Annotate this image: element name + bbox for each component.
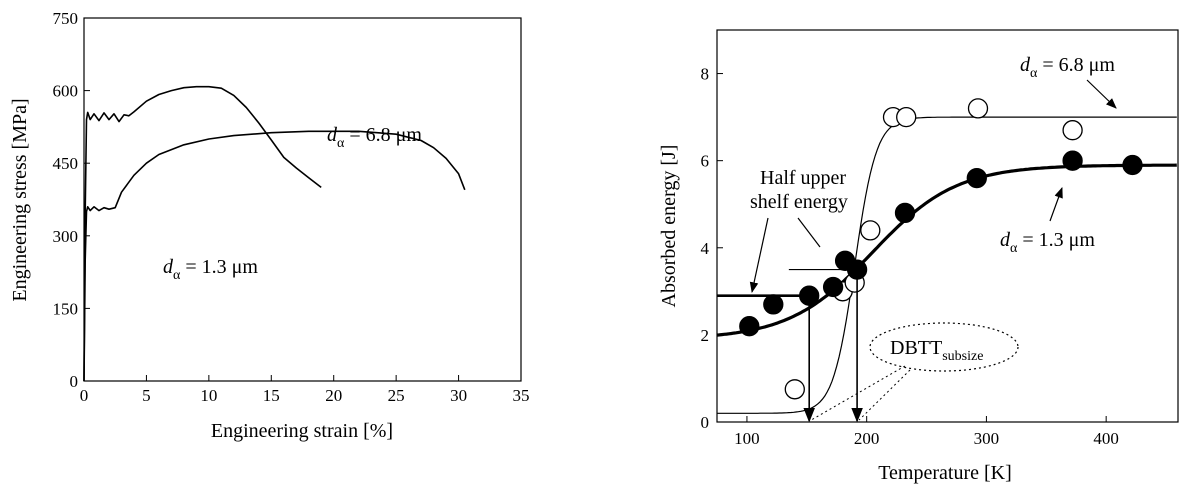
left-y-tick-label: 150	[53, 299, 79, 318]
right-x-tick-label: 100	[734, 429, 760, 448]
point-6-8um	[860, 220, 881, 241]
left-label-6-8um-sub: α	[337, 136, 345, 151]
dbtt-label-sub: subsize	[942, 349, 983, 364]
left-x-tick-label: 5	[142, 386, 151, 405]
right-x-tick-label: 300	[974, 429, 1000, 448]
left-x-tick-label: 0	[80, 386, 89, 405]
left-y-tick-label: 600	[53, 82, 79, 101]
right-x-tick-label: 200	[854, 429, 880, 448]
left-label-1-3um-rest: = 1.3 μm	[180, 256, 258, 278]
right-y-tick-label: 4	[701, 239, 710, 258]
right-label-1-3um-sub: α	[1010, 241, 1018, 256]
point-1-3um	[894, 202, 916, 224]
right-series-group	[716, 98, 1177, 414]
right-fit-6-8um-curve	[717, 116, 1177, 414]
left-label-1-3um-sub: α	[173, 268, 181, 283]
right-x-axis-label: Temperature [K]	[878, 462, 1012, 484]
left-x-tick-label: 25	[388, 386, 405, 405]
point-1-3um	[1122, 154, 1143, 176]
left-y-tick-label: 0	[70, 372, 79, 391]
left-label-1-3um-d: d	[163, 256, 174, 278]
right-label-1-3um-d: d	[1000, 229, 1011, 251]
right-y-tick-label: 8	[701, 65, 710, 84]
point-6-8um	[896, 106, 917, 128]
left-series-1-3um-line	[83, 130, 466, 382]
left-label-6-8um-rest: = 6.8 μm	[344, 124, 422, 146]
left-series-group	[83, 85, 466, 382]
left-x-tick-label: 20	[325, 386, 342, 405]
point-1-3um	[1062, 150, 1083, 171]
point-1-3um	[739, 316, 760, 337]
half-shelf-label-line2: shelf energy	[750, 191, 848, 213]
left-x-tick-label: 30	[450, 386, 467, 405]
left-y-tick-label: 750	[53, 9, 79, 28]
dbtt-leader-line	[858, 369, 911, 421]
left-x-tick-label: 35	[513, 386, 530, 405]
left-plot-frame	[83, 17, 522, 382]
left-axis-ticks: 0 5 10 15 20 25 30 35 0 150 300 450 600 750	[53, 9, 530, 405]
half-shelf-pointer-arrow	[749, 217, 769, 294]
left-x-axis-label: Engineering strain [%]	[211, 420, 393, 442]
right-fit-1-3um-curve	[716, 163, 1177, 337]
left-x-tick-label: 15	[263, 386, 280, 405]
right-label-6-8um-d: d	[1020, 54, 1031, 76]
half-shelf-pointer-line	[797, 217, 821, 248]
left-label-6-8um: dα = 6.8 μm	[327, 124, 422, 151]
half-shelf-label-line1: Half upper	[760, 167, 846, 189]
left-x-tick-label: 10	[200, 386, 217, 405]
left-label-6-8um-d: d	[327, 124, 338, 146]
right-x-tick-label: 400	[1093, 429, 1119, 448]
right-label-6-8um-rest: = 6.8 μm	[1037, 54, 1115, 76]
right-label-6-8um-sub: α	[1030, 66, 1038, 81]
point-1-3um	[822, 276, 844, 298]
right-label-1-3um: dα = 1.3 μm	[1000, 229, 1095, 256]
point-6-8um	[967, 98, 989, 119]
left-y-tick-label: 300	[53, 227, 79, 246]
right-label-6-8um: dα = 6.8 μm	[1020, 54, 1115, 81]
right-label-1-3um-rest: = 1.3 μm	[1017, 229, 1095, 251]
absorbed-energy-chart: 100 200 300 400 0 2 4 6 8 Temperature [K] Absorb…	[658, 29, 1179, 484]
dbtt-label: DBTTsubsize	[890, 337, 983, 364]
right-y-tick-label: 6	[701, 152, 710, 171]
right-plot-frame	[716, 29, 1179, 423]
right-annotation-lines	[717, 79, 1117, 423]
point-1-3um	[966, 167, 987, 189]
dbtt-label-main: DBTT	[890, 337, 942, 359]
label-1-3um-arrow	[1049, 186, 1063, 222]
label-6-8um-arrow	[1086, 79, 1117, 109]
left-label-1-3um: dα = 1.3 μm	[163, 256, 258, 283]
right-y-axis-label: Absorbed energy [J]	[658, 145, 680, 308]
left-y-tick-label: 450	[53, 154, 79, 173]
point-6-8um	[1062, 120, 1083, 141]
dbtt-ellipse	[869, 322, 1019, 372]
right-y-tick-label: 0	[701, 413, 710, 432]
left-y-axis-label: Engineering stress [MPa]	[9, 98, 31, 301]
left-series-6-8um-line	[83, 85, 322, 382]
point-1-3um	[763, 294, 784, 315]
dbtt-leader-line	[810, 365, 906, 421]
right-axis-ticks: 100 200 300 400 0 2 4 6 8	[701, 65, 1119, 448]
right-y-tick-label: 2	[701, 326, 710, 345]
point-6-8um	[784, 379, 805, 400]
stress-strain-chart: 0 5 10 15 20 25 30 35 0 150 300 450 600 750 Engineeri…	[9, 9, 530, 442]
